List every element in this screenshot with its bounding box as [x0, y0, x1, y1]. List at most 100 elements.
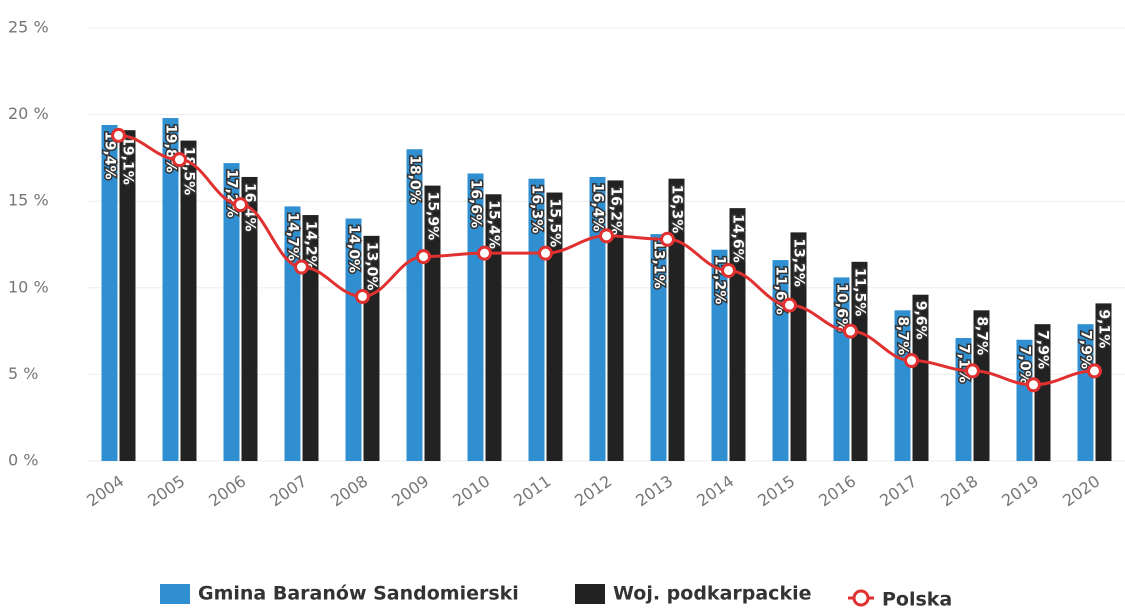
value-label: 13,2% — [791, 238, 807, 287]
value-label: 13,0% — [364, 242, 380, 291]
y-tick-label: 20 % — [8, 104, 49, 123]
x-tick-label: 2008 — [327, 471, 371, 510]
x-tick-label: 2010 — [449, 471, 493, 510]
marker — [538, 245, 553, 261]
bar — [894, 310, 911, 461]
value-label: 18,0% — [407, 155, 423, 204]
value-label: 7,9% — [1078, 330, 1094, 369]
bar — [101, 124, 118, 461]
bar — [711, 249, 728, 461]
bar — [851, 261, 868, 461]
x-tick-label: 2017 — [876, 471, 920, 510]
value-label: 8,7% — [895, 316, 911, 355]
value-label: 15,5% — [547, 199, 563, 248]
bar — [973, 310, 990, 461]
legend-swatch — [160, 584, 190, 604]
legend-label: Woj. podkarpackie — [613, 583, 811, 605]
marker — [843, 323, 858, 339]
x-tick-label: 2020 — [1059, 471, 1103, 510]
legend-label: Polska — [882, 589, 952, 611]
bar — [1077, 324, 1094, 461]
value-label: 10,6% — [834, 283, 850, 332]
x-tick-label: 2005 — [144, 471, 188, 510]
value-label: 7,9% — [1035, 330, 1051, 369]
bar — [406, 149, 423, 462]
value-label: 14,0% — [346, 225, 362, 274]
value-label: 8,7% — [974, 316, 990, 355]
marker — [599, 228, 614, 244]
bar — [589, 176, 606, 461]
bar — [241, 176, 258, 461]
bar — [668, 178, 685, 461]
y-tick-label: 25 % — [8, 18, 49, 37]
bar — [1034, 324, 1051, 461]
marker — [1026, 377, 1041, 393]
bar — [546, 192, 563, 462]
value-label: 9,6% — [913, 301, 929, 340]
marker — [477, 245, 492, 261]
bar — [302, 215, 319, 461]
marker — [416, 249, 431, 265]
bar — [223, 163, 240, 461]
value-label: 13,1% — [651, 240, 667, 289]
value-label: 7,0% — [1017, 346, 1033, 385]
legend-swatch — [575, 584, 605, 604]
value-label: 14,6% — [730, 214, 746, 263]
bar — [467, 173, 484, 461]
value-label: 19,1% — [120, 136, 136, 185]
x-tick-label: 2007 — [266, 471, 310, 510]
y-tick-label: 0 % — [8, 451, 38, 470]
y-tick-label: 5 % — [8, 364, 38, 383]
value-label: 14,2% — [303, 221, 319, 270]
bar — [650, 234, 667, 461]
bar — [345, 218, 362, 461]
x-tick-label: 2006 — [205, 471, 249, 510]
marker — [294, 259, 309, 275]
x-tick-label: 2014 — [693, 471, 737, 510]
value-label: 9,1% — [1096, 309, 1112, 348]
marker — [233, 197, 248, 213]
value-label: 11,5% — [852, 268, 868, 317]
x-tick-label: 2018 — [937, 471, 981, 510]
value-label: 16,3% — [669, 185, 685, 234]
value-label: 15,9% — [425, 192, 441, 241]
bar — [485, 194, 502, 461]
value-label: 15,4% — [486, 200, 502, 249]
legend-marker — [852, 589, 870, 607]
x-tick-label: 2012 — [571, 471, 615, 510]
y-tick-label: 15 % — [8, 191, 49, 210]
x-tick-label: 2016 — [815, 471, 859, 510]
marker — [111, 127, 126, 143]
bar — [912, 294, 929, 461]
value-label: 16,2% — [608, 186, 624, 235]
x-tick-label: 2009 — [388, 471, 432, 510]
value-label: 14,7% — [285, 212, 301, 261]
marker — [1087, 363, 1102, 379]
bar — [607, 180, 624, 461]
x-tick-label: 2004 — [83, 471, 127, 510]
bar — [162, 118, 179, 462]
marker — [172, 152, 187, 168]
marker — [355, 288, 370, 304]
x-tick-label: 2011 — [510, 471, 554, 510]
value-label: 16,6% — [468, 179, 484, 228]
marker — [965, 363, 980, 379]
marker — [721, 262, 736, 278]
y-tick-label: 10 % — [8, 277, 49, 296]
value-label: 12,2% — [712, 256, 728, 305]
marker — [660, 231, 675, 247]
x-tick-label: 2013 — [632, 471, 676, 510]
x-tick-label: 2019 — [998, 471, 1042, 510]
bar — [833, 277, 850, 461]
line — [118, 133, 1095, 387]
bar — [1095, 303, 1112, 461]
bar — [180, 140, 197, 461]
value-label: 16,4% — [590, 183, 606, 232]
bar — [790, 232, 807, 461]
bar — [119, 130, 136, 462]
x-tick-label: 2015 — [754, 471, 798, 510]
bar — [1016, 339, 1033, 461]
value-label: 19,4% — [102, 131, 118, 180]
value-label: 16,3% — [529, 185, 545, 234]
